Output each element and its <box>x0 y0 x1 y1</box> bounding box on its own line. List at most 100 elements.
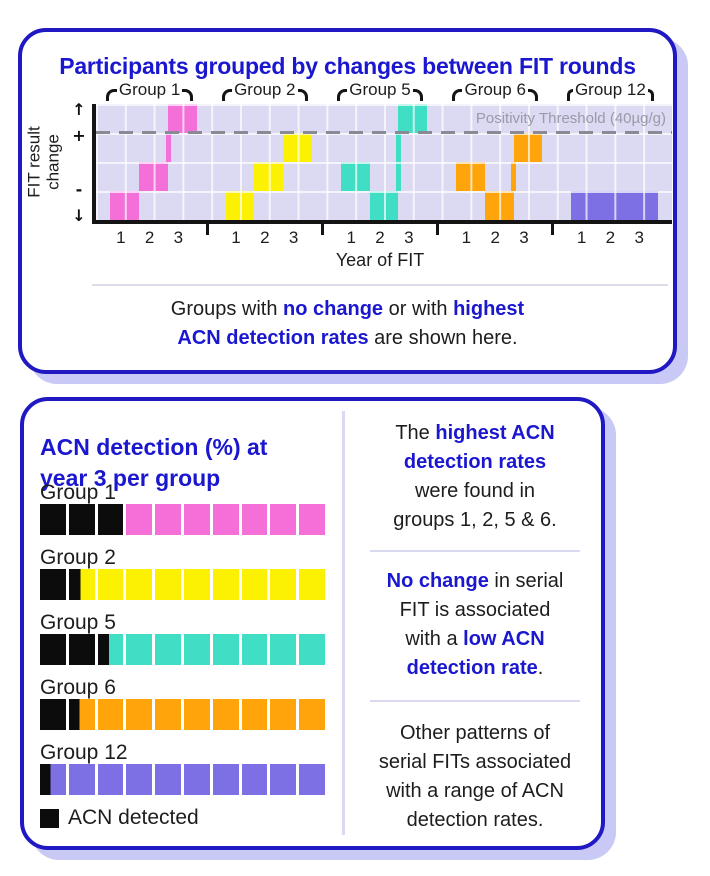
bracket-left-icon <box>106 89 117 101</box>
emphasis-text: ACN detection rates <box>177 327 369 349</box>
group-name: Group 2 <box>234 80 296 99</box>
step-connector <box>165 133 171 162</box>
x-tick-label: 3 <box>173 228 184 247</box>
square-acn-detected <box>40 634 66 665</box>
right-block-2-line-1: No change in serial <box>354 567 596 596</box>
x-tick-label: 3 <box>634 228 644 247</box>
x-tick-label: 3 <box>288 228 299 247</box>
step-connector <box>511 162 517 191</box>
block-group-1-year-1 <box>110 191 140 220</box>
square-acn-detected <box>68 634 95 665</box>
emphasis-text: no change <box>283 298 384 320</box>
square-not-detected <box>212 504 239 535</box>
waffle-bar-group-6 <box>40 699 325 730</box>
y-axis-label-wrap: FIT result change <box>20 104 68 220</box>
plain-text: in serial <box>488 570 564 592</box>
square-acn-detected <box>97 504 124 535</box>
block-group-5-year-1 <box>340 162 370 191</box>
square-not-detected <box>299 699 325 730</box>
square-not-detected <box>212 634 239 665</box>
square-not-detected <box>270 699 297 730</box>
square-not-detected <box>241 569 268 600</box>
x-tick-label: 1 <box>461 228 472 247</box>
waffle-bar-group-5 <box>40 634 325 665</box>
step-connector <box>395 133 401 191</box>
x-tick-label: 2 <box>144 228 155 247</box>
square-not-detected <box>155 569 181 600</box>
block-group-2-year-1 <box>225 191 255 220</box>
plain-text: with a range of ACN <box>386 780 564 802</box>
x-tick-label: 1 <box>576 228 587 247</box>
waffle-group-label: Group 2 <box>40 546 116 569</box>
square-not-detected <box>299 569 325 600</box>
square-not-detected <box>212 569 239 600</box>
waffle-bar-group-1 <box>40 504 325 535</box>
plain-text: groups 1, 2, 5 & 6. <box>393 509 557 531</box>
square-not-detected <box>299 634 325 665</box>
square-not-detected <box>126 699 153 730</box>
plain-text: are shown here. <box>368 327 518 349</box>
block-group-1-year-3 <box>168 104 197 133</box>
plain-text: The <box>395 422 436 444</box>
x-tick-label: 3 <box>404 228 414 247</box>
emphasis-text: No change <box>386 570 489 592</box>
square-acn-detected <box>40 699 66 730</box>
right-block-1-line-3: were found in <box>354 477 596 506</box>
square-not-detected <box>97 569 124 600</box>
block-group-6-year-3 <box>513 133 543 162</box>
positivity-threshold-label: Positivity Threshold (40µg/g) <box>475 110 666 127</box>
square-not-detected <box>183 764 210 795</box>
emphasis-text: detection rates <box>403 451 547 473</box>
emphasis-text: highest <box>453 298 525 320</box>
card1-caption: Groups with no change or with highest ACN… <box>22 295 673 353</box>
square-not-detected <box>126 569 153 600</box>
plain-text: detection rates. <box>406 809 544 831</box>
block-group-1-year-2 <box>139 162 168 191</box>
right-text-block-2: No change in serial FIT is associated with… <box>354 567 596 683</box>
plain-text: Groups with <box>170 298 284 320</box>
fit-change-chart: Positivity Threshold (40µg/g) <box>92 104 672 224</box>
group-name: Group 6 <box>464 80 526 99</box>
right-block-2-line-4: detection rate. <box>354 654 596 683</box>
square-not-detected <box>155 634 181 665</box>
y-axis-symbols: ↑ + - ↓ <box>68 100 90 225</box>
right-column-divider-1 <box>370 550 580 552</box>
bracket-right-icon <box>412 89 424 101</box>
square-not-detected <box>97 699 124 730</box>
square-not-detected <box>270 634 297 665</box>
square-acn-detected <box>40 569 66 600</box>
square-not-detected <box>183 504 210 535</box>
square-acn-detected <box>40 504 66 535</box>
plain-text: Other patterns of <box>399 722 551 744</box>
positivity-threshold-line <box>96 131 672 134</box>
square-not-detected <box>299 764 325 795</box>
square-not-detected <box>155 504 181 535</box>
square-not-detected <box>212 764 239 795</box>
x-tick-label: 1 <box>346 228 356 247</box>
x-tick-label: 2 <box>260 228 270 247</box>
square-not-detected <box>126 504 153 535</box>
waffle-group-label: Group 12 <box>40 741 128 764</box>
bracket-left-icon <box>221 89 233 101</box>
arrow-down-icon: ↓ <box>72 206 86 225</box>
right-block-1-line-1: The highest ACN <box>354 419 596 448</box>
square-not-detected <box>183 634 210 665</box>
group-label-2: Group 2 <box>221 80 308 104</box>
right-column-divider-2 <box>370 700 580 702</box>
plain-text: serial FITs associated <box>378 751 572 773</box>
group-separator-tick <box>551 224 555 235</box>
group-separator-tick <box>320 224 324 235</box>
group-name: Group 12 <box>574 80 646 99</box>
emphasis-text: highest ACN <box>435 422 555 444</box>
emphasis-text: detection rate <box>406 657 538 679</box>
waffle-bar-group-2 <box>40 569 325 600</box>
caption-line-1: Groups with no change or with highest <box>22 295 673 324</box>
right-block-2-line-3: with a low ACN <box>354 625 596 654</box>
x-tick-label: 3 <box>519 228 529 247</box>
square-not-detected <box>212 699 239 730</box>
group-label-3: Group 5 <box>336 80 424 104</box>
square-not-detected <box>270 569 297 600</box>
bracket-right-icon <box>182 89 193 101</box>
bracket-left-icon <box>336 89 348 101</box>
